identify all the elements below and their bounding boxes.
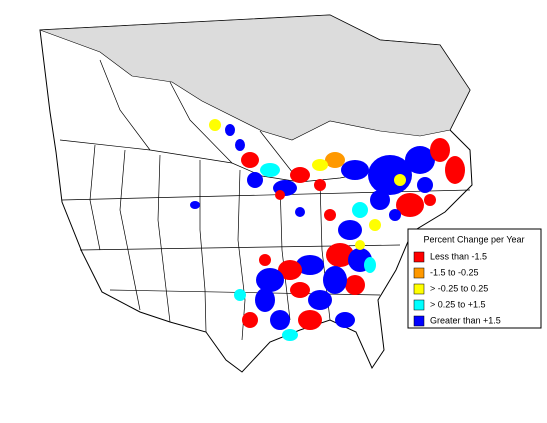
legend-label: Less than -1.5 bbox=[430, 251, 487, 261]
trend-patch bbox=[256, 268, 284, 292]
trend-patch bbox=[275, 190, 285, 200]
trend-patch bbox=[389, 209, 401, 221]
trend-patch bbox=[247, 172, 263, 188]
trend-patch bbox=[324, 209, 336, 221]
trend-patch bbox=[260, 163, 280, 177]
trend-patch bbox=[323, 266, 347, 294]
trend-patch bbox=[369, 219, 381, 231]
trend-patch bbox=[355, 240, 365, 250]
legend-swatch bbox=[413, 283, 425, 295]
trend-patch bbox=[209, 119, 221, 131]
trend-patch bbox=[241, 152, 259, 168]
trend-patch bbox=[364, 257, 376, 273]
trend-patch bbox=[445, 156, 465, 184]
trend-patch bbox=[341, 160, 369, 180]
trend-patch bbox=[338, 220, 362, 240]
trend-patch bbox=[255, 288, 275, 312]
trend-patch bbox=[296, 255, 324, 275]
trend-patch bbox=[424, 194, 436, 206]
legend-box bbox=[407, 228, 542, 329]
trend-patch bbox=[234, 289, 246, 301]
trend-patch bbox=[345, 275, 365, 295]
trend-patch bbox=[370, 190, 390, 210]
legend-swatch bbox=[413, 267, 425, 279]
legend: Less than -1.5 -1.5 to -0.25 > -0.25 to 0.… bbox=[413, 251, 501, 327]
legend-swatch bbox=[413, 315, 425, 327]
legend-title: Percent Change per Year bbox=[423, 234, 524, 244]
trend-patch bbox=[326, 243, 354, 267]
trend-patch bbox=[312, 159, 328, 171]
trend-patch bbox=[290, 282, 310, 298]
legend-swatch bbox=[413, 251, 425, 263]
trend-patch bbox=[298, 310, 322, 330]
legend-label: > -0.25 to 0.25 bbox=[430, 283, 488, 293]
trend-patch bbox=[259, 254, 271, 266]
trend-patch bbox=[308, 290, 332, 310]
trend-patch bbox=[325, 152, 345, 168]
trend-patch bbox=[270, 310, 290, 330]
trend-patch bbox=[430, 138, 450, 162]
trend-patch bbox=[335, 312, 355, 328]
trend-patch bbox=[225, 124, 235, 136]
legend-label: -1.5 to -0.25 bbox=[430, 267, 479, 277]
survey-trends bbox=[190, 119, 465, 341]
legend-label: Greater than +1.5 bbox=[430, 315, 501, 325]
trend-patch bbox=[282, 329, 298, 341]
unsurveyed-region bbox=[39, 14, 471, 141]
trend-patch bbox=[242, 312, 258, 328]
trend-patch bbox=[396, 193, 424, 217]
trend-patch bbox=[417, 177, 433, 193]
trend-patch bbox=[190, 201, 200, 209]
trend-patch bbox=[235, 139, 245, 151]
trend-patch bbox=[314, 179, 326, 191]
trend-patch bbox=[278, 260, 302, 280]
trend-patch bbox=[290, 167, 310, 183]
trend-patch bbox=[394, 174, 406, 186]
trend-patch bbox=[352, 202, 368, 218]
trend-patch bbox=[295, 207, 305, 217]
trend-patch bbox=[405, 146, 435, 174]
legend-swatch bbox=[413, 299, 425, 311]
legend-label: > 0.25 to +1.5 bbox=[430, 299, 486, 309]
